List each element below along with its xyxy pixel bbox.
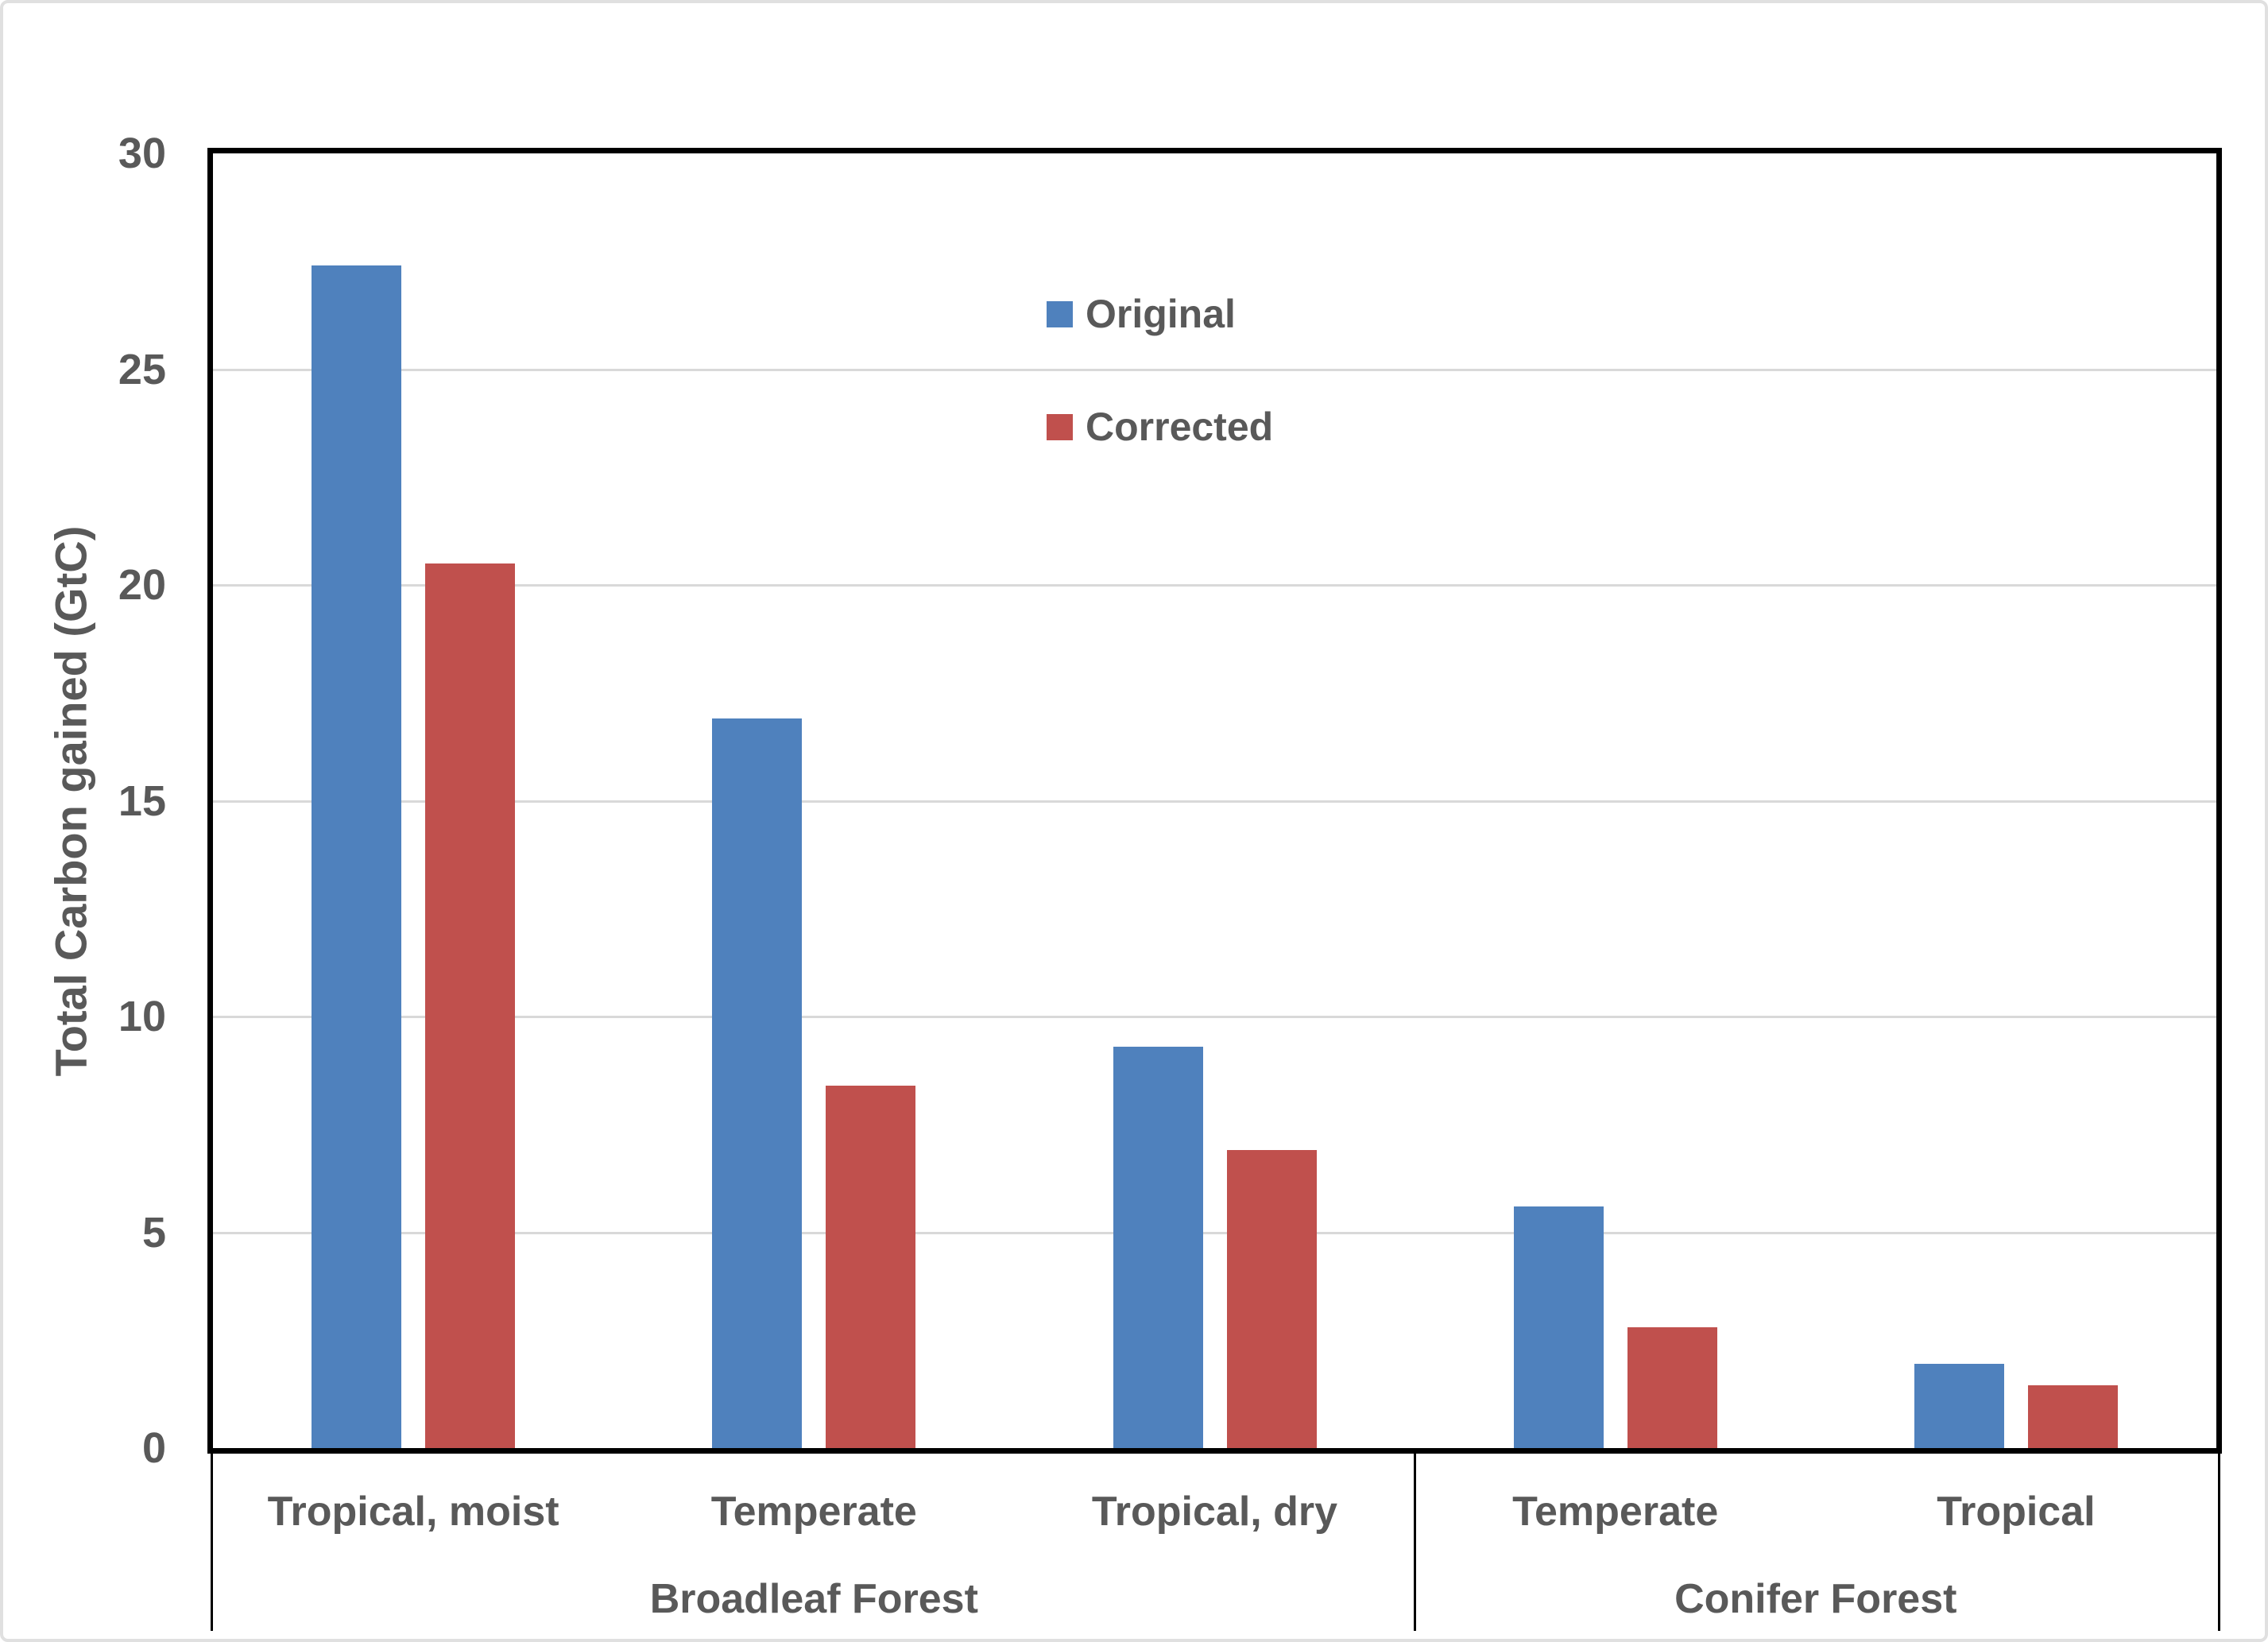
y-tick-label-15: 15 [118,776,166,825]
x-axis-category-labels: Tropical, moist Temperate Tropical, dry Tem… [213,1472,2216,1551]
x-category-label-2: Temperate [710,1489,917,1535]
bar-corrected-2 [826,1086,916,1448]
gridline-10 [213,1016,2216,1018]
gridline-5 [213,1231,2216,1234]
x-category-label-5: Tropical [1937,1489,2096,1535]
bar-original-4 [1513,1206,1604,1448]
legend-label-original: Original [1086,292,1236,336]
bar-corrected-4 [1627,1327,1717,1448]
y-tick-label-20: 20 [118,561,166,609]
gridline-20 [213,584,2216,587]
x-category-label-3: Tropical, dry [1091,1489,1338,1535]
legend-swatch-original [1047,300,1073,327]
x-category-label-1: Tropical, moist [267,1489,559,1535]
x-group-label-2: Conifer Forest [1674,1576,1957,1622]
y-tick-label-0: 0 [141,1424,166,1472]
gridline-15 [213,800,2216,803]
bar-original-5 [1914,1364,2004,1448]
y-tick-label-10: 10 [118,993,166,1040]
legend-label-corrected: Corrected [1086,405,1274,449]
x-group-label-1: Broadleaf Forest [649,1576,978,1622]
y-tick-label-5: 5 [141,1208,166,1257]
y-tick-label-30: 30 [118,130,166,177]
y-tick-label-25: 25 [118,345,166,393]
bar-corrected-5 [2027,1385,2118,1448]
x-axis-separator-3 [2218,1454,2220,1631]
plot-area [207,148,2222,1454]
bar-original-2 [712,718,803,1448]
legend-item-original: Original [1047,294,1273,334]
legend: Original Corrected [1047,294,1273,447]
legend-swatch-corrected [1047,413,1073,440]
x-axis-separator-1 [211,1454,213,1631]
bar-corrected-3 [1226,1150,1317,1448]
x-axis-separator-2 [1414,1454,1416,1631]
gridline-25 [213,368,2216,371]
y-axis-tick-labels: 0 5 10 15 20 25 30 [3,131,166,1470]
x-category-label-4: Temperate [1512,1489,1719,1535]
bar-original-3 [1113,1047,1203,1448]
bar-original-1 [312,265,402,1448]
x-axis-group-labels: Broadleaf Forest Conifer Forest [213,1567,2216,1639]
bar-corrected-1 [425,563,516,1448]
legend-item-corrected: Corrected [1047,407,1273,447]
